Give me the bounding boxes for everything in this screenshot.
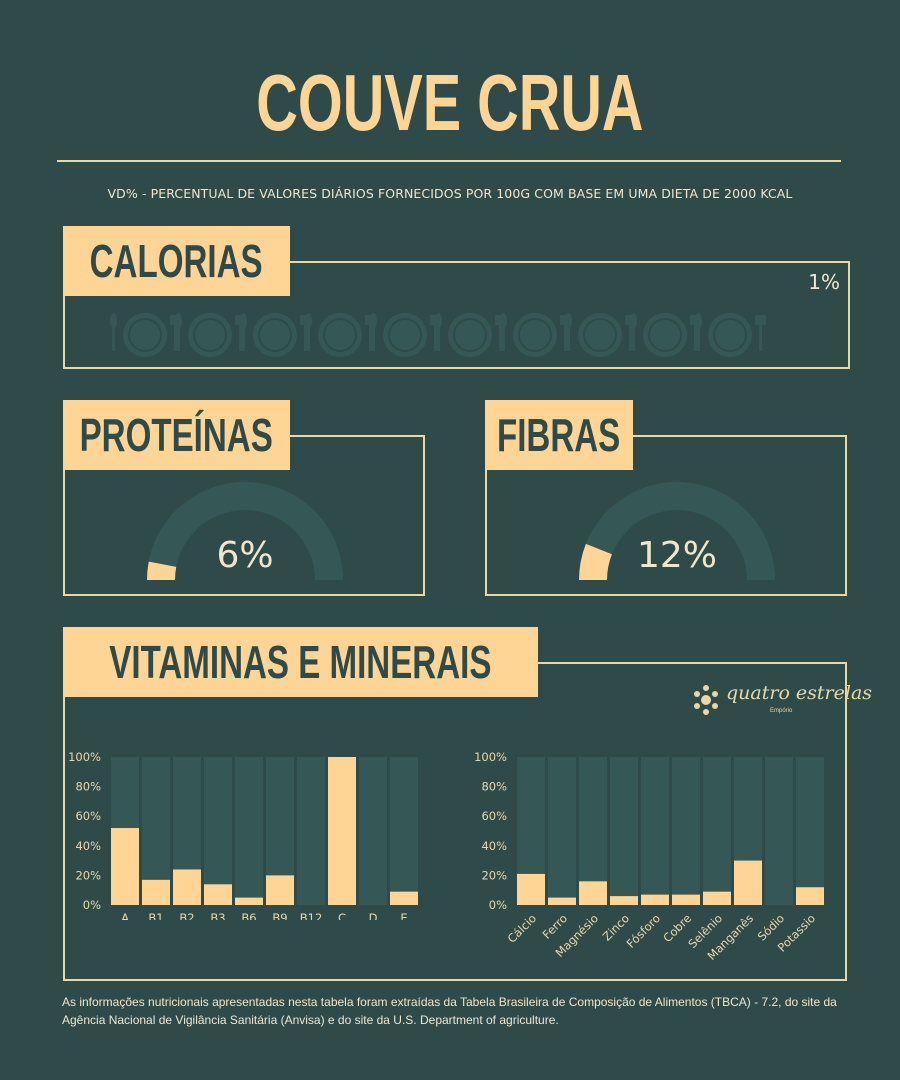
plate-icon — [565, 313, 636, 357]
x-tick-label: B12 — [300, 911, 323, 920]
fibras-panel — [485, 435, 847, 596]
bar-track — [390, 757, 418, 905]
x-tick-label: Fósforo — [624, 911, 663, 950]
bar-track — [703, 757, 731, 905]
x-tick-label: Cálcio — [505, 911, 540, 946]
bar-track — [297, 757, 325, 905]
proteinas-gauge — [147, 482, 343, 580]
plate-icon — [630, 313, 701, 357]
x-tick-label: B6 — [241, 911, 256, 920]
gauge-track — [147, 482, 343, 580]
x-tick-label: B2 — [179, 911, 194, 920]
y-tick-label: 40% — [75, 839, 101, 853]
footer-source-note: As informações nutricionais apresentadas… — [62, 995, 837, 1027]
x-tick-label: B9 — [272, 911, 287, 920]
subtitle: VD% - PERCENTUAL DE VALORES DIÁRIOS FORN… — [107, 186, 793, 201]
bar-E — [390, 891, 418, 905]
gauge-fill — [579, 543, 612, 580]
bar-track — [765, 757, 793, 905]
bar-A — [111, 828, 139, 905]
y-tick-label: 80% — [481, 780, 507, 794]
calorias-value: 1% — [808, 270, 840, 294]
fibras-value: 12% — [636, 535, 717, 576]
y-tick-label: 60% — [75, 809, 101, 823]
bar-track — [796, 757, 824, 905]
title-divider — [57, 160, 841, 162]
plate-icon — [370, 313, 441, 357]
bar-B6 — [235, 897, 263, 905]
bar-Cobre — [672, 894, 700, 905]
y-tick-label: 0% — [489, 898, 507, 912]
gauge-track — [579, 482, 775, 580]
bar-Cálcio — [517, 873, 545, 905]
x-tick-label: D — [369, 911, 378, 920]
plate-icon — [240, 313, 311, 357]
bar-Manganês — [734, 860, 762, 905]
page-title: COUVE CRUA — [256, 58, 644, 147]
plate-icon — [305, 313, 376, 357]
bar-track — [672, 757, 700, 905]
plate-icon — [110, 313, 181, 357]
bar-track — [610, 757, 638, 905]
bar-Potassio — [796, 887, 824, 905]
bar-B1 — [142, 879, 170, 905]
bar-Zinco — [610, 896, 638, 905]
plate-icon — [175, 313, 246, 357]
bar-B3 — [204, 884, 232, 905]
x-tick-label: E — [400, 911, 407, 920]
plate-icon — [695, 313, 766, 357]
bar-C — [328, 757, 356, 905]
x-tick-label: A — [121, 911, 129, 920]
logo-emblem-icon — [694, 685, 718, 715]
proteinas-label: PROTEÍNAS — [63, 400, 290, 470]
y-tick-label: 100% — [68, 750, 101, 764]
bar-Fósforo — [641, 894, 669, 905]
y-tick-label: 0% — [83, 898, 101, 912]
calorias-panel — [63, 261, 850, 369]
gauge-fill — [147, 561, 177, 580]
vitamins-chart: 0% 20% 40% 60% 80% 100% A B1 B2 B3 B6 B9 B12 C D E — [68, 750, 418, 920]
calorias-label: CALORIAS — [63, 226, 290, 296]
bar-Magnésio — [579, 881, 607, 905]
bar-track — [235, 757, 263, 905]
plate-icon — [435, 313, 506, 357]
logo-tagline: Empório — [770, 708, 793, 714]
bar-track — [359, 757, 387, 905]
bar-Ferro — [548, 897, 576, 905]
fibras-gauge — [579, 482, 775, 580]
bar-B9 — [266, 875, 294, 905]
minerals-chart: 0%20%40%60%80%100%Cálcio FerroMagnésioZin… — [474, 750, 824, 963]
x-tick-label: B1 — [148, 911, 163, 920]
logo: quatro estrelas Empório — [688, 680, 872, 720]
proteinas-value: 6% — [216, 535, 274, 576]
vitaminas-label: VITAMINAS E MINERAIS — [63, 627, 538, 697]
logo-text: quatro estrelas — [726, 682, 873, 704]
plate-icon — [500, 313, 571, 357]
y-tick-label: 20% — [481, 868, 507, 882]
fibras-label: FIBRAS — [485, 400, 633, 470]
y-tick-label: 40% — [481, 839, 507, 853]
bar-track — [579, 757, 607, 905]
x-tick-label: B3 — [210, 911, 225, 920]
y-tick-label: 100% — [474, 750, 507, 764]
y-tick-label: 60% — [481, 809, 507, 823]
y-tick-label: 20% — [75, 868, 101, 882]
bar-track — [641, 757, 669, 905]
bar-track — [548, 757, 576, 905]
x-tick-label: C — [338, 911, 346, 920]
bar-Selênio — [703, 891, 731, 905]
bar-track — [204, 757, 232, 905]
bar-B2 — [173, 869, 201, 905]
plate-cutlery-icon — [110, 313, 766, 357]
y-tick-label: 80% — [75, 780, 101, 794]
